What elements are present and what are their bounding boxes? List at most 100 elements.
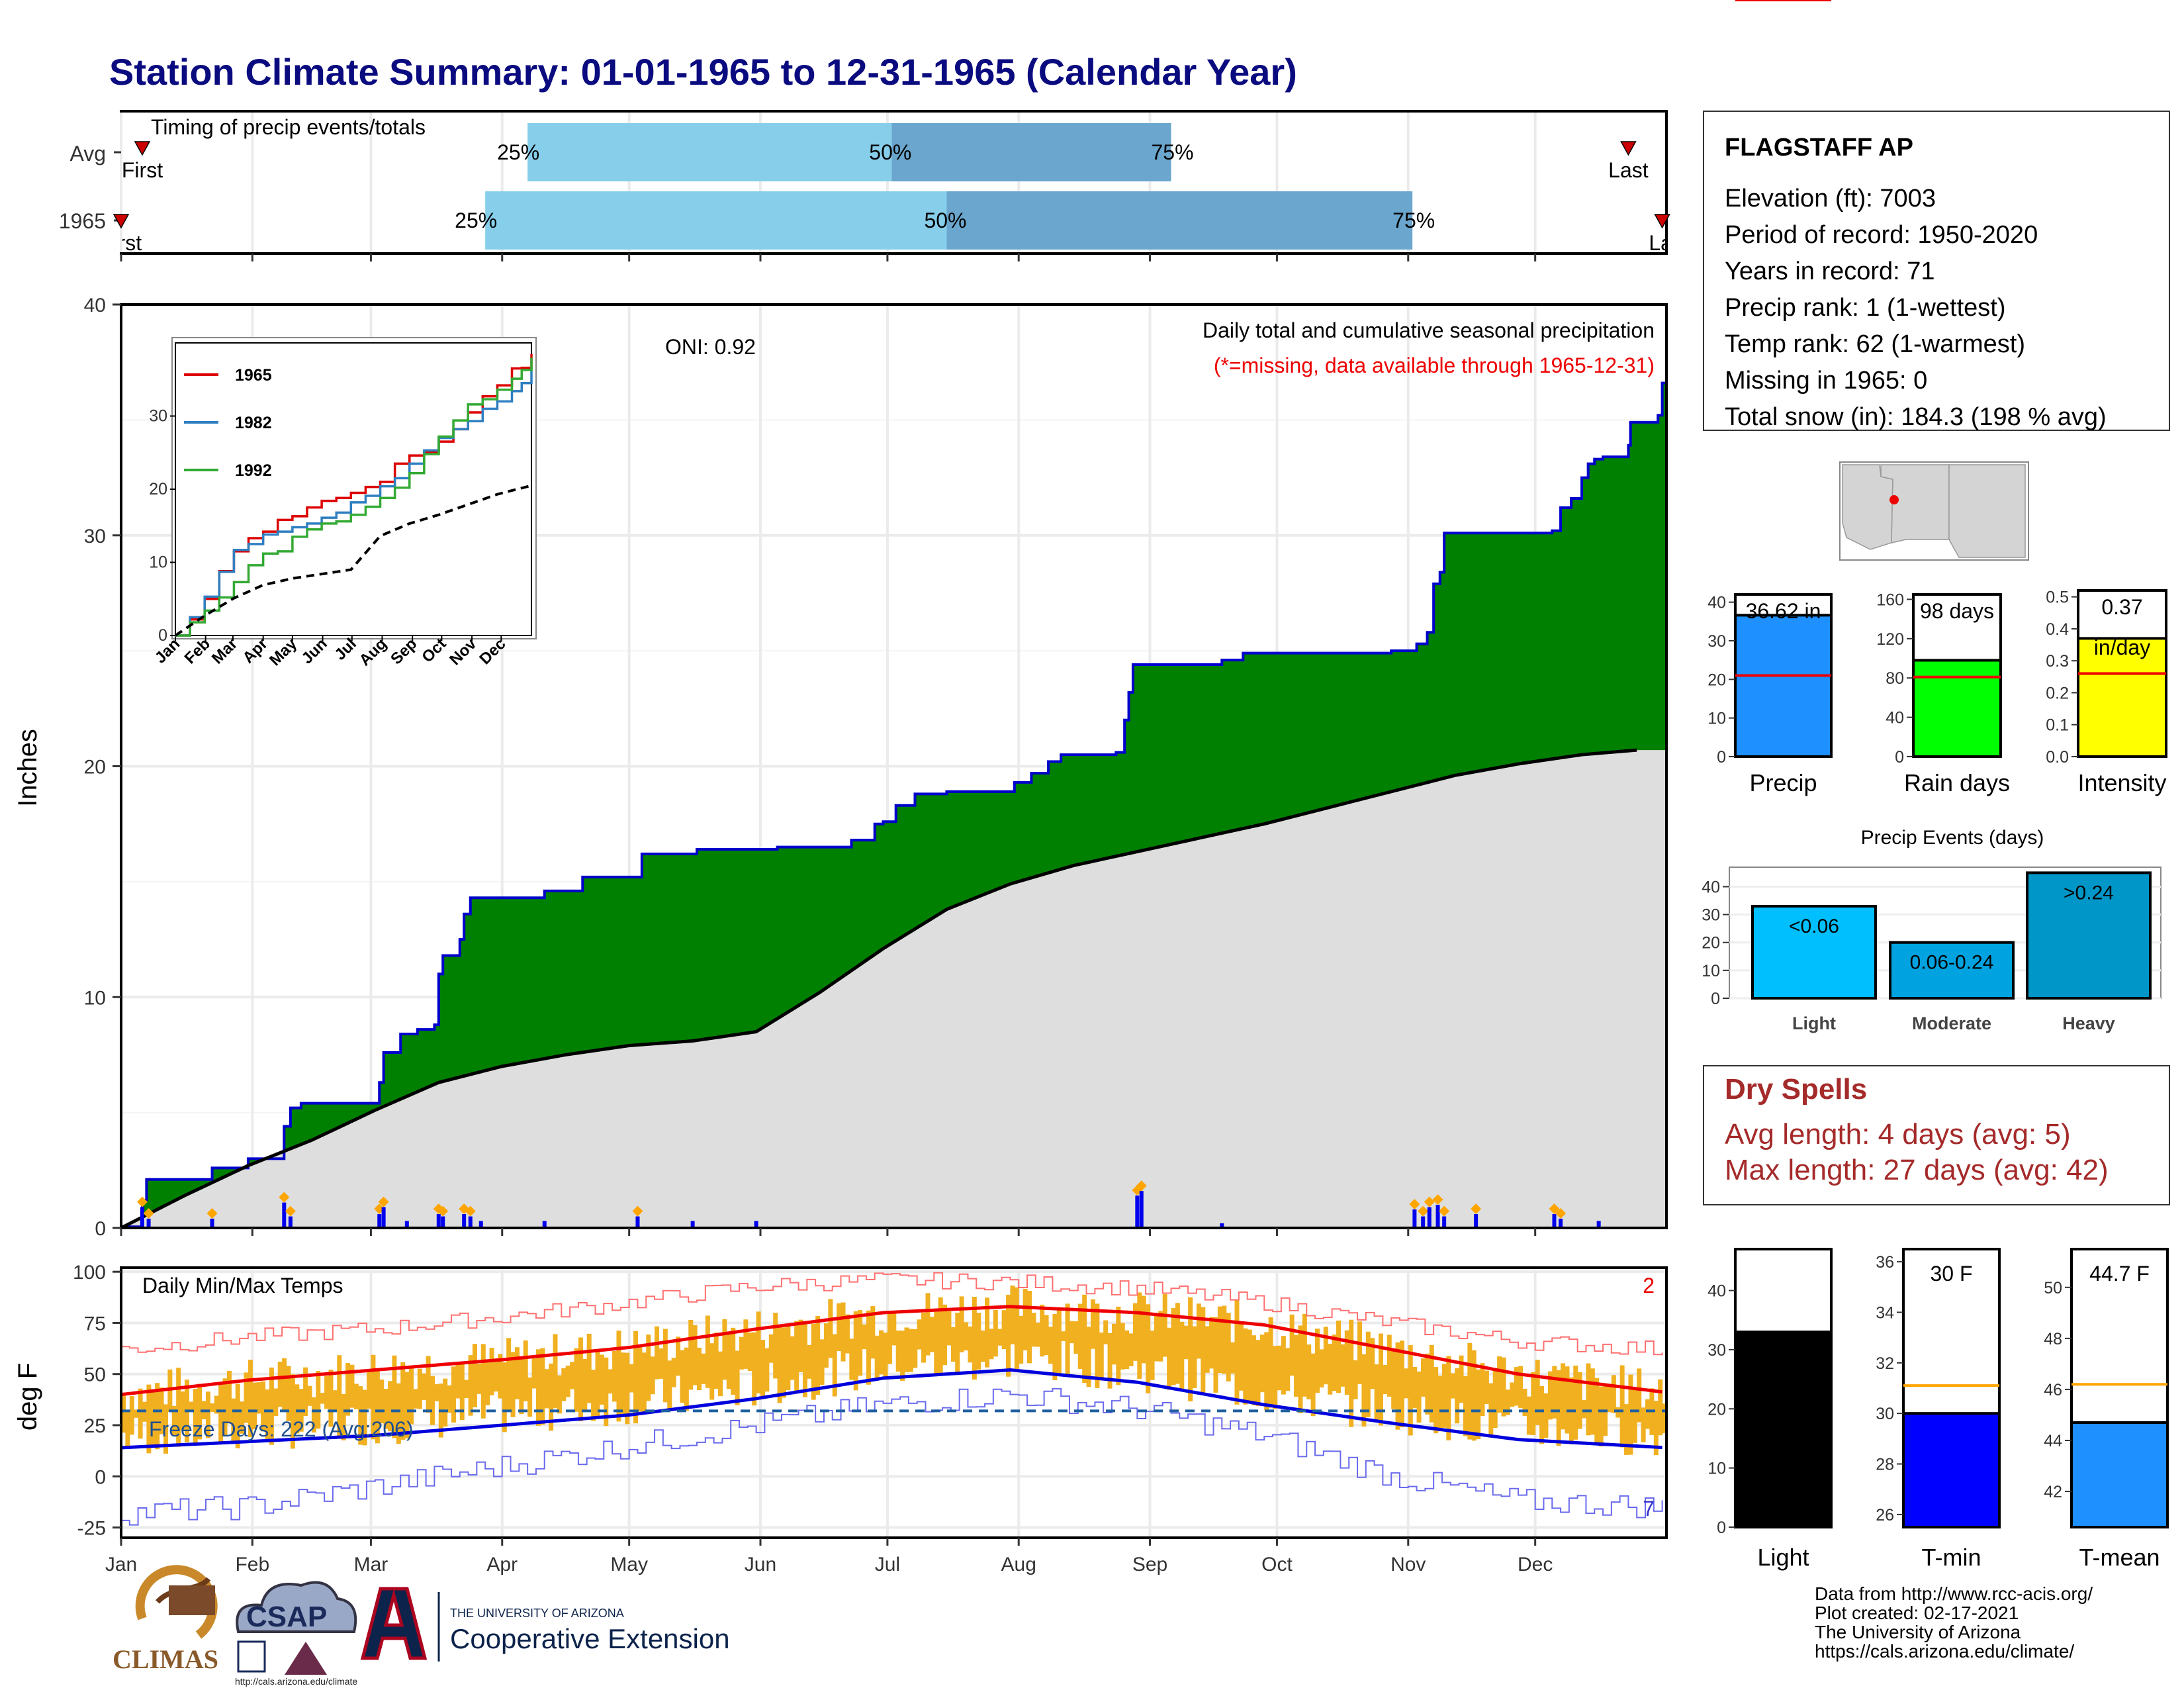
inset-ytick-label: 0 [158,626,167,645]
daily-temp-range-bar [1238,1323,1244,1391]
average-precip-area [121,750,1666,1228]
daily-temp-range-bar [311,1397,316,1433]
timing-bar-q25-q50 [527,123,892,181]
daily-temp-range-bar [887,1312,892,1364]
daily-temp-range-bar [1514,1367,1519,1406]
daily-temp-range-bar [561,1368,567,1401]
tmean-gauge-ytick-label: 42 [2044,1483,2062,1501]
daily-precip-marker [632,1205,643,1217]
daily-temp-range-bar [506,1338,512,1411]
daily-precip-bar [635,1216,640,1228]
timing-q50-label: 50% [869,140,911,164]
daily-temp-range-bar [1395,1342,1400,1430]
intensity-gauge-bar [2077,637,2167,759]
footer-line: https://cals.arizona.edu/climate/ [1815,1641,2074,1662]
climas-logo: CLIMAS [113,1565,218,1674]
daily-temp-range-bar [993,1309,998,1357]
timing-edge-labels: First Last [122,231,1665,252]
daily-temp-range-bar [176,1368,181,1447]
daily-temp-range-bar [1328,1343,1333,1395]
daily-temp-range-bar [1582,1399,1587,1419]
daily-temp-range-bar [570,1362,575,1389]
daily-temp-range-bar [1019,1315,1024,1364]
daily-temp-range-bar [849,1338,854,1380]
intensity-gauge-ytick-label: 0.0 [2046,748,2069,767]
temp-month-label: Aug [1001,1554,1036,1575]
daily-temp-range-bar [904,1327,909,1372]
rain-days-gauge-ytick-label: 40 [1886,709,1904,727]
daily-temp-range-bar [1323,1327,1328,1385]
daily-temp-range-bar [633,1331,639,1424]
precip-events-ytick-label: 20 [1702,934,1720,953]
daily-temp-range-bar [1222,1305,1227,1374]
intensity-gauge-unit-label: in/day [2094,635,2150,659]
temp-month-label: Sep [1132,1554,1167,1575]
precip-events-bar [1889,941,2015,1000]
temp-ytick-label: 0 [95,1466,106,1488]
daily-precip-bar [1139,1191,1144,1228]
daily-precip-marker [1549,1203,1560,1215]
daily-temp-range-bar [383,1389,388,1429]
daily-temp-range-bar [404,1372,410,1438]
daily-temp-range-bar [1175,1303,1180,1384]
daily-temp-range-bar [320,1393,325,1404]
daily-temp-range-bar [1611,1375,1616,1413]
daily-temp-range-bar [1044,1315,1049,1356]
daily-temp-range-bar [485,1361,490,1405]
daily-temp-range-bar [1526,1396,1531,1435]
precip-events-bar-label: >0.24 [2064,882,2114,904]
daily-temp-range-bar [1298,1325,1303,1414]
daily-temp-range-bar [1137,1292,1142,1379]
daily-temp-range-bar [1179,1321,1185,1389]
daily-temp-range-bar [676,1336,681,1376]
daily-temp-range-bar [1349,1319,1354,1427]
daily-temp-range-bar [1255,1340,1261,1406]
daily-temp-range-bar [731,1327,736,1395]
ua-big-text: Cooperative Extension [450,1623,730,1654]
daily-temp-range-bar [807,1344,812,1379]
tmean-gauge-ytick-label: 44 [2044,1432,2062,1450]
daily-temp-range-bar [616,1331,621,1422]
daily-temp-range-bar [1188,1297,1193,1402]
daily-temp-range-bar [1090,1299,1095,1349]
daily-precip-bar [1427,1207,1432,1228]
ua-logo: THE UNIVERSITY OF ARIZONA Cooperative Ex… [360,1587,730,1662]
station-line: Total snow (in): 184.3 (198 % avg) [1725,403,2107,431]
daily-precip-bar [436,1214,441,1228]
daily-temp-range-bar [1027,1290,1032,1364]
precip-events-bar-label: <0.06 [1789,915,1839,937]
daily-temp-range-bar [980,1330,985,1362]
daily-temp-range-bar [1590,1368,1595,1435]
daily-temp-range-bar [879,1330,884,1375]
daily-temp-range-bar [1497,1356,1502,1413]
daily-temp-range-bar [1539,1385,1545,1444]
daily-temp-range-bar [1281,1336,1286,1395]
daily-temp-range-bar [1247,1329,1252,1401]
daily-temp-range-bar [235,1383,240,1448]
station-info: FLAGSTAFF AP Elevation (ft): 7003 Period… [1703,111,2170,431]
daily-temp-range-bar [688,1319,694,1390]
daily-temp-range-bar [1056,1307,1062,1374]
daily-temp-range-bar [498,1354,503,1399]
timing-row-avg-label: Avg [69,142,106,165]
temp-month-label: May [610,1554,648,1575]
daily-temp-range-bar [832,1334,837,1397]
daily-precip-bar [754,1221,758,1228]
rain-days-gauge-bar [1912,659,2002,759]
daily-temp-range-bar [1196,1303,1201,1359]
daily-temp-range-bar [1561,1363,1566,1430]
daily-temp-range-bar [976,1313,981,1370]
daily-temp-range-bar [1522,1388,1527,1417]
daily-temp-range-bar [1077,1303,1083,1369]
csap-url: http://cals.arizona.edu/climate [235,1676,357,1687]
daily-temp-range-bar [1628,1374,1633,1455]
precip-gauge-ytick-label: 0 [1717,748,1726,767]
temp-ylabel: deg F [13,1363,42,1430]
daily-temp-range-bar [1259,1335,1265,1393]
rain-days-gauge-ytick-label: 0 [1895,748,1904,767]
daily-temp-range-bar [823,1323,829,1368]
daily-precip-marker [1136,1180,1147,1192]
daily-temp-range-bar [1653,1401,1659,1456]
daily-temp-range-bar [400,1362,406,1440]
daily-temp-range-bar [510,1352,516,1417]
